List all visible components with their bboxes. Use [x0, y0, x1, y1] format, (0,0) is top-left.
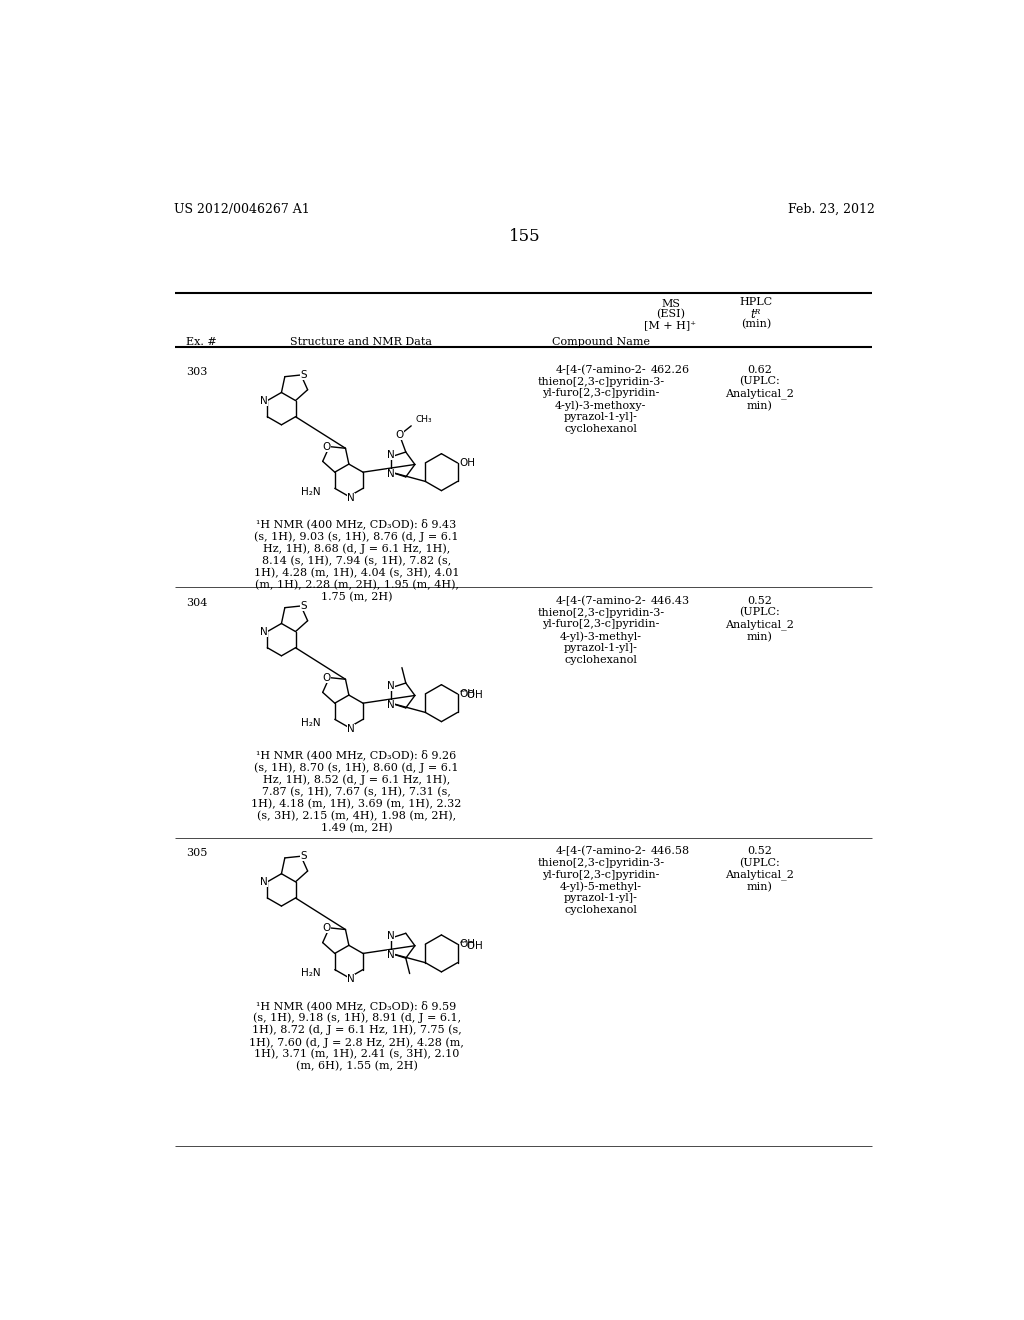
Text: HPLC: HPLC: [739, 297, 772, 308]
Text: N: N: [347, 974, 355, 985]
Text: 4-[4-(7-amino-2-
thieno[2,3-c]pyridin-3-
yl-furo[2,3-c]pyridin-
4-yl)-3-methoxy-: 4-[4-(7-amino-2- thieno[2,3-c]pyridin-3-…: [538, 364, 665, 434]
Text: Structure and NMR Data: Structure and NMR Data: [290, 337, 431, 347]
Text: N: N: [347, 723, 355, 734]
Text: 462.26: 462.26: [651, 364, 690, 375]
Text: OH: OH: [460, 689, 476, 698]
Text: N: N: [260, 396, 268, 405]
Text: 155: 155: [509, 227, 541, 244]
Text: O: O: [395, 430, 403, 440]
Text: US 2012/0046267 A1: US 2012/0046267 A1: [174, 203, 310, 216]
Text: N: N: [387, 681, 395, 692]
Text: ″″OH: ″″OH: [460, 690, 483, 701]
Text: N: N: [387, 450, 395, 461]
Text: tᴿ: tᴿ: [751, 308, 761, 321]
Text: H₂N: H₂N: [301, 718, 321, 729]
Text: Feb. 23, 2012: Feb. 23, 2012: [788, 203, 876, 216]
Text: OH: OH: [460, 458, 476, 467]
Text: (min): (min): [740, 319, 771, 330]
Text: Ex. #: Ex. #: [186, 337, 217, 347]
Text: N: N: [387, 469, 395, 479]
Text: CH₃: CH₃: [415, 414, 432, 424]
Text: 0.52
(UPLC:
Analytical_2
min): 0.52 (UPLC: Analytical_2 min): [725, 595, 794, 642]
Text: S: S: [300, 601, 306, 611]
Text: N: N: [260, 876, 268, 887]
Text: N: N: [387, 950, 395, 960]
Text: MS: MS: [662, 300, 680, 309]
Text: 0.52
(UPLC:
Analytical_2
min): 0.52 (UPLC: Analytical_2 min): [725, 846, 794, 892]
Text: 305: 305: [186, 849, 208, 858]
Text: H₂N: H₂N: [301, 487, 321, 498]
Text: ¹H NMR (400 MHz, CD₃OD): δ 9.26
(s, 1H), 8.70 (s, 1H), 8.60 (d, J = 6.1
Hz, 1H),: ¹H NMR (400 MHz, CD₃OD): δ 9.26 (s, 1H),…: [252, 750, 462, 833]
Text: ¹H NMR (400 MHz, CD₃OD): δ 9.59
(s, 1H), 9.18 (s, 1H), 8.91 (d, J = 6.1,
1H), 8.: ¹H NMR (400 MHz, CD₃OD): δ 9.59 (s, 1H),…: [249, 1001, 464, 1072]
Text: 446.43: 446.43: [651, 595, 690, 606]
Text: 304: 304: [186, 598, 208, 609]
Text: O: O: [323, 923, 331, 933]
Text: N: N: [387, 932, 395, 941]
Text: O: O: [323, 442, 331, 451]
Text: (ESI): (ESI): [656, 309, 685, 319]
Text: N: N: [387, 700, 395, 710]
Text: ″″OH: ″″OH: [460, 941, 483, 950]
Text: H₂N: H₂N: [301, 969, 321, 978]
Text: [M + H]⁺: [M + H]⁺: [644, 321, 696, 330]
Text: N: N: [347, 492, 355, 503]
Text: 446.58: 446.58: [651, 846, 690, 855]
Text: 4-[4-(7-amino-2-
thieno[2,3-c]pyridin-3-
yl-furo[2,3-c]pyridin-
4-yl)-3-methyl-
: 4-[4-(7-amino-2- thieno[2,3-c]pyridin-3-…: [538, 595, 665, 665]
Text: O: O: [323, 673, 331, 682]
Text: S: S: [300, 851, 306, 861]
Text: OH: OH: [460, 939, 476, 949]
Text: S: S: [300, 370, 306, 380]
Text: Compound Name: Compound Name: [552, 337, 650, 347]
Text: 303: 303: [186, 367, 208, 378]
Text: 4-[4-(7-amino-2-
thieno[2,3-c]pyridin-3-
yl-furo[2,3-c]pyridin-
4-yl)-5-methyl-
: 4-[4-(7-amino-2- thieno[2,3-c]pyridin-3-…: [538, 846, 665, 915]
Text: 0.62
(UPLC:
Analytical_2
min): 0.62 (UPLC: Analytical_2 min): [725, 364, 794, 411]
Text: ¹H NMR (400 MHz, CD₃OD): δ 9.43
(s, 1H), 9.03 (s, 1H), 8.76 (d, J = 6.1
Hz, 1H),: ¹H NMR (400 MHz, CD₃OD): δ 9.43 (s, 1H),…: [254, 519, 460, 602]
Text: N: N: [260, 627, 268, 636]
